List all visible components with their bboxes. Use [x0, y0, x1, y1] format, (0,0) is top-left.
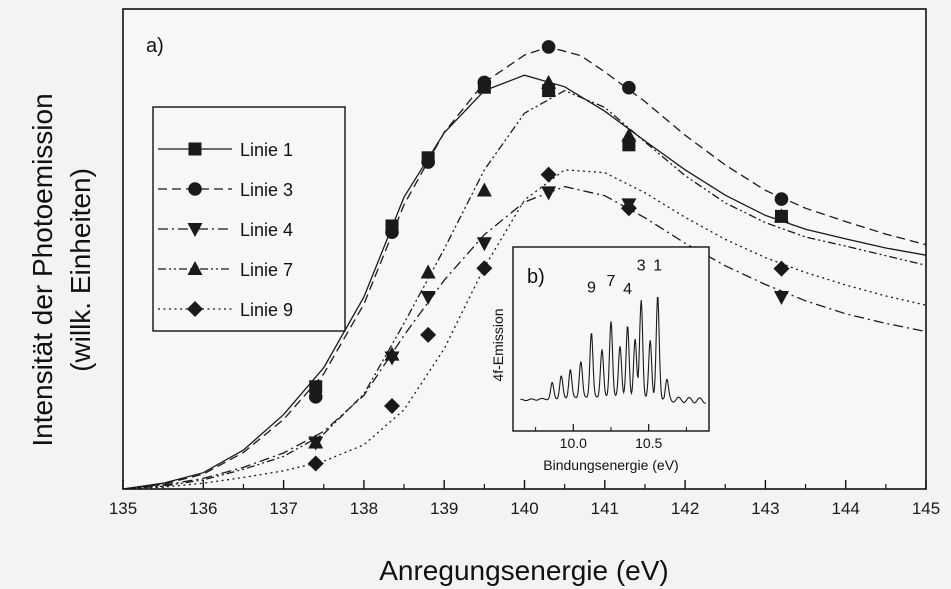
legend: Linie 1 Linie 3 Linie 4 Linie 7 Linie 9	[158, 140, 293, 320]
data-point-linie-9	[384, 397, 401, 414]
x-tick-label: 137	[269, 499, 297, 518]
data-point-linie-9	[476, 260, 493, 277]
data-point-linie-3	[622, 80, 636, 95]
inset-y-axis-label: 4f-Emission	[490, 308, 506, 381]
panel-label-b: b)	[527, 266, 545, 288]
legend-marker-linie-9	[187, 301, 203, 317]
data-point-linie-9	[773, 260, 790, 277]
peak-label: 4	[623, 281, 632, 298]
spectrum-line	[520, 296, 706, 404]
x-axis-label: Anregungsenergie (eV)	[379, 555, 669, 586]
inset-x-axis-label: Bindungsenergie (eV)	[543, 457, 678, 473]
data-point-linie-7	[773, 208, 789, 223]
data-point-linie-3	[385, 225, 399, 239]
data-point-linie-4	[476, 237, 492, 252]
legend-box	[152, 106, 346, 332]
legend-marker-linie-3	[188, 182, 202, 196]
inset-x-tick-label: 10.5	[635, 435, 662, 451]
main-markers	[307, 40, 790, 472]
series-line-linie-7	[123, 89, 926, 489]
data-point-linie-3	[477, 75, 492, 90]
x-tick-label: 145	[912, 499, 940, 518]
series-line-linie-4	[123, 185, 926, 489]
data-point-linie-7	[308, 434, 324, 449]
legend-marker-linie-1	[188, 142, 202, 156]
x-tick-label: 140	[510, 499, 538, 518]
x-tick-label: 139	[430, 499, 458, 518]
peak-label: 1	[653, 257, 662, 274]
data-point-linie-4	[773, 291, 789, 305]
panel-label-a: a)	[146, 35, 164, 57]
y-axis-label-line1: Intensität der Photoemission	[27, 93, 58, 446]
series-line-linie-1	[123, 74, 926, 489]
legend-label-linie-4: Linie 4	[240, 220, 293, 240]
inset-x-tick-label: 10.0	[560, 435, 587, 451]
data-point-linie-7	[541, 74, 557, 89]
peak-label: 9	[587, 280, 596, 297]
x-tick-label: 141	[591, 499, 619, 518]
data-point-linie-3	[774, 192, 789, 206]
inset-spectrum	[520, 296, 706, 404]
data-point-linie-1	[309, 380, 323, 394]
data-point-linie-9	[540, 166, 557, 183]
legend-label-linie-3: Linie 3	[240, 180, 293, 200]
legend-label-linie-7: Linie 7	[240, 260, 293, 280]
legend-label-linie-1: Linie 1	[240, 140, 293, 160]
data-point-linie-7	[621, 127, 637, 142]
x-tick-label: 142	[671, 499, 699, 518]
inset-x-axis: 10.0 10.5	[535, 424, 687, 451]
data-point-linie-3	[308, 390, 323, 404]
legend-marker-linie-7	[187, 261, 203, 275]
data-point-linie-3	[541, 40, 556, 54]
x-tick-label: 143	[751, 499, 779, 518]
legend-marker-linie-4	[187, 223, 203, 237]
data-point-linie-9	[420, 326, 437, 343]
data-point-linie-7	[476, 182, 492, 197]
data-point-linie-7	[384, 346, 400, 361]
data-point-linie-3	[421, 155, 435, 169]
peak-label: 3	[637, 257, 646, 274]
data-point-linie-9	[620, 200, 637, 217]
x-axis: 135 136 137 138 139 140 141 142 143 144 145	[109, 480, 940, 518]
data-point-linie-4	[420, 291, 436, 305]
series-line-linie-9	[123, 169, 926, 489]
inset-frame	[512, 246, 710, 432]
x-tick-label: 138	[350, 499, 378, 518]
y-axis-label: Intensität der Photoemission (willk. Ein…	[27, 93, 96, 446]
y-axis-label-line2: (willk. Einheiten)	[65, 168, 96, 372]
data-point-linie-4	[541, 186, 557, 201]
peak-label: 7	[607, 273, 616, 290]
x-tick-label: 144	[832, 499, 860, 518]
data-point-linie-9	[307, 455, 324, 472]
x-tick-label: 136	[189, 499, 217, 518]
legend-label-linie-9: Linie 9	[240, 300, 293, 320]
x-tick-label: 135	[109, 499, 137, 518]
data-point-linie-7	[420, 264, 436, 279]
inset-peak-labels: 9 7 43 1	[587, 257, 662, 297]
